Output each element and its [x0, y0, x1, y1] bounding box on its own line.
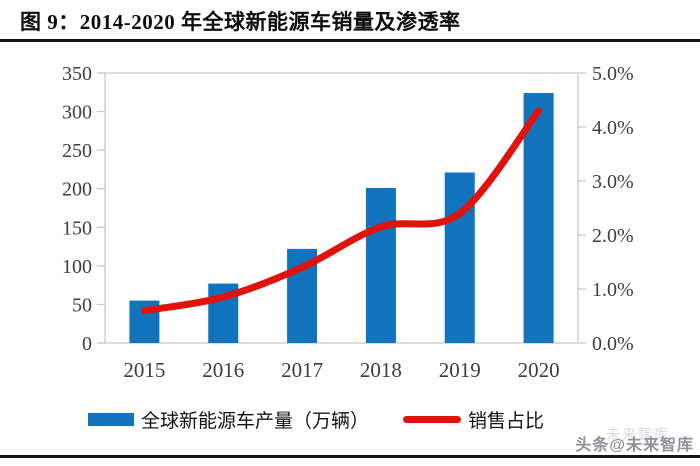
source-watermark: 头条@未来智库: [575, 437, 694, 454]
legend-item-bar-series: 全球新能源车产量（万辆）: [88, 406, 369, 433]
x-axis-year-label: 2019: [439, 358, 481, 382]
left-axis-tick-label: 250: [62, 140, 92, 162]
title-divider-line: [0, 39, 700, 42]
plot-frame: [104, 72, 579, 344]
right-axis-tick-label: 4.0%: [592, 117, 634, 139]
bar-2019: [444, 172, 475, 343]
figure-title: 图 9：2014-2020 年全球新能源车销量及渗透率: [20, 10, 461, 34]
bar-2018: [365, 187, 396, 343]
penetration-rate-line: [140, 107, 543, 315]
right-axis-tick-label: 1.0%: [592, 279, 634, 301]
left-axis-tick-label: 0: [82, 333, 92, 355]
left-axis-tick-label: 150: [62, 217, 92, 239]
bar-series-label: 全球新能源车产量（万辆）: [141, 410, 370, 432]
combo-chart: 0 50 100 150 200 250 300 350 0.0% 1.0% 2.0% 3.0% 4.0…: [0, 45, 700, 400]
line-series-swatch: [403, 415, 462, 423]
left-axis-tick-label: 350: [62, 63, 92, 85]
ghost-watermark: 未来智库: [606, 426, 670, 442]
left-axis-tick-label: 50: [72, 294, 92, 316]
left-axis-tick-label: 200: [62, 179, 92, 201]
x-axis-year-label: 2017: [281, 358, 323, 382]
right-axis-tick-label: 3.0%: [592, 171, 634, 193]
x-axis-year-label: 2020: [518, 358, 560, 382]
bottom-divider-line: [0, 455, 700, 458]
right-axis-tick-label: 0.0%: [592, 333, 634, 355]
bar-2020: [523, 93, 554, 343]
x-axis-year-label: 2016: [202, 358, 244, 382]
legend-item-line-series: 销售占比: [403, 406, 544, 433]
left-axis-tick-label: 100: [62, 256, 92, 278]
x-axis-year-label: 2018: [360, 358, 402, 382]
x-axis-year-label: 2015: [123, 358, 165, 382]
left-axis-tick-label: 300: [62, 102, 92, 124]
bar-series-swatch: [88, 412, 134, 426]
line-series-label: 销售占比: [468, 410, 545, 432]
chart-legend: 全球新能源车产量（万辆） 销售占比: [88, 406, 544, 432]
right-axis-tick-label: 2.0%: [592, 225, 634, 247]
right-axis-tick-label: 5.0%: [592, 63, 634, 85]
chart-canvas: 0 50 100 150 200 250 300 350 0.0% 1.0% 2.0% 3.0% 4.0…: [62, 63, 634, 382]
